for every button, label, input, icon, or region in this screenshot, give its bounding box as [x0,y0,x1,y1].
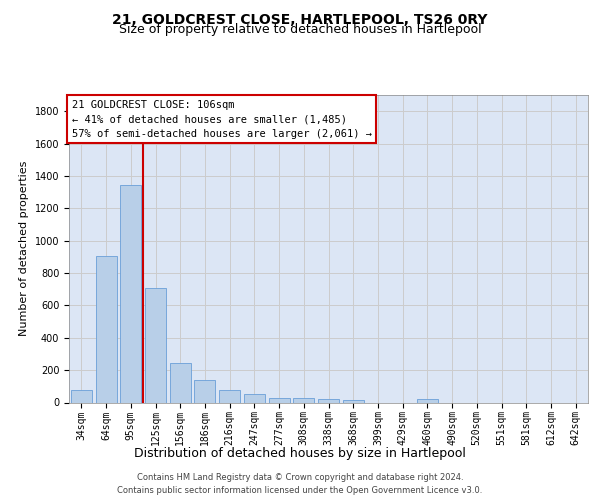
Bar [269,398,290,402]
Text: 21 GOLDCREST CLOSE: 106sqm
← 41% of detached houses are smaller (1,485)
57% of s: 21 GOLDCREST CLOSE: 106sqm ← 41% of deta… [71,100,371,139]
Text: Contains HM Land Registry data © Crown copyright and database right 2024.
Contai: Contains HM Land Registry data © Crown c… [118,474,482,495]
Bar [293,398,314,402]
Bar [417,400,438,402]
Bar [194,380,215,402]
Bar [120,185,141,402]
Bar [145,288,166,403]
Y-axis label: Number of detached properties: Number of detached properties [19,161,29,336]
Bar [95,256,116,402]
Text: Size of property relative to detached houses in Hartlepool: Size of property relative to detached ho… [119,24,481,36]
Bar [71,390,92,402]
Bar [343,400,364,402]
Bar [244,394,265,402]
Bar [318,400,339,402]
Text: Distribution of detached houses by size in Hartlepool: Distribution of detached houses by size … [134,448,466,460]
Bar [170,363,191,403]
Bar [219,390,240,402]
Text: 21, GOLDCREST CLOSE, HARTLEPOOL, TS26 0RY: 21, GOLDCREST CLOSE, HARTLEPOOL, TS26 0R… [112,12,488,26]
